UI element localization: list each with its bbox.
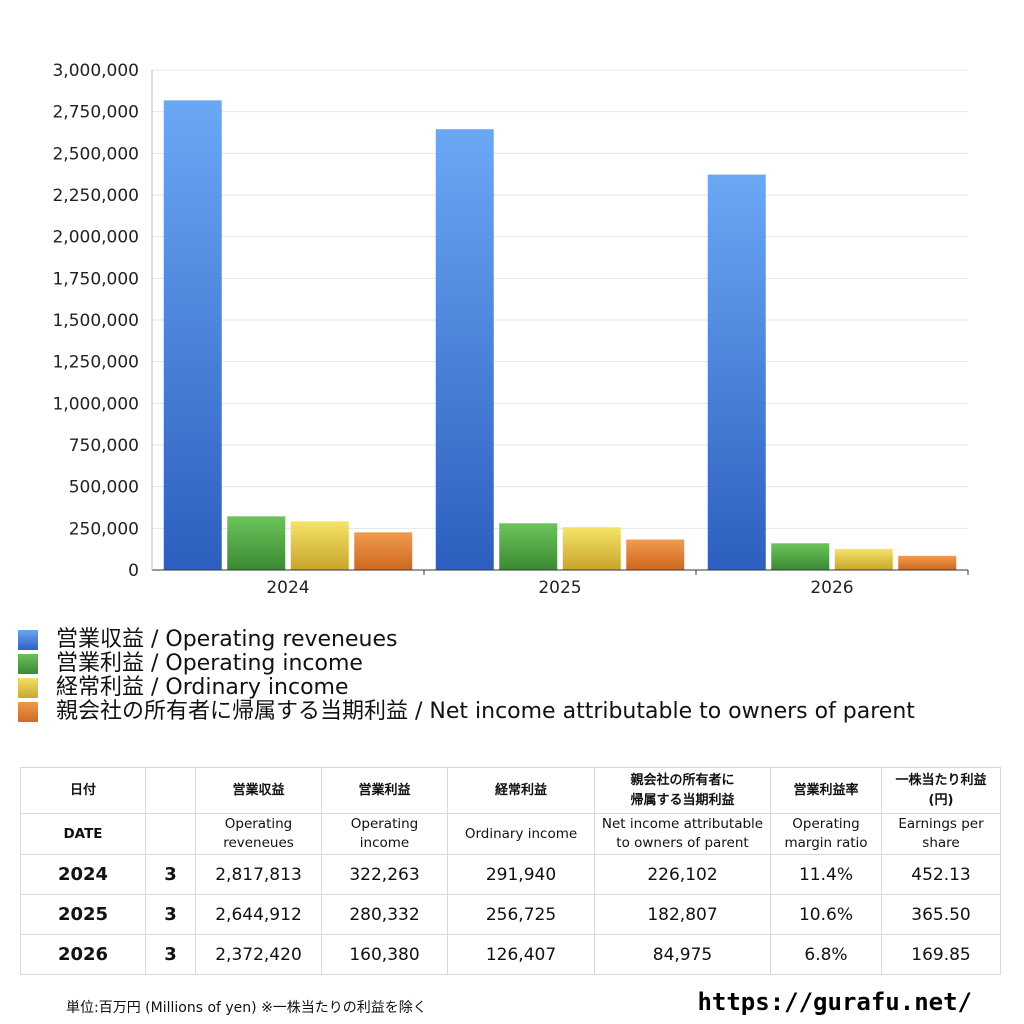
- bar: [163, 100, 222, 570]
- table-cell: 3: [145, 894, 196, 935]
- table-header-cell: 一株当たり利益 (円): [881, 767, 1001, 814]
- table-cell: 2026: [20, 934, 146, 975]
- site-url[interactable]: https://gurafu.net/: [697, 988, 972, 1016]
- bar: [626, 539, 685, 570]
- table-subheader-cell: Operating margin ratio: [770, 813, 882, 855]
- financial-table: 日付 営業収益 営業利益 経常利益 親会社の所有者に 帰属する当期利益 営業利益…: [20, 767, 1001, 975]
- x-tick-label: 2025: [538, 578, 581, 598]
- table-subheader-cell: Operating income: [321, 813, 448, 855]
- bar: [834, 548, 893, 570]
- table-subheader-cell: Operating reveneues: [195, 813, 322, 855]
- y-tick-label: 1,000,000: [52, 394, 139, 414]
- y-tick-label: 1,250,000: [52, 353, 139, 373]
- table-cell: 2024: [20, 854, 146, 895]
- table-cell: 3: [145, 854, 196, 895]
- table-cell: 256,725: [447, 894, 595, 935]
- y-tick-label: 750,000: [69, 436, 139, 456]
- y-tick-label: 0: [128, 561, 139, 581]
- x-tick-label: 2026: [810, 578, 853, 598]
- table-cell: 6.8%: [770, 934, 882, 975]
- table-cell: 10.6%: [770, 894, 882, 935]
- y-tick-label: 2,000,000: [52, 228, 139, 248]
- table-row: 2024 3 2,817,813 322,263 291,940 226,102…: [20, 854, 1001, 895]
- legend-label: 経常利益 / Ordinary income: [56, 675, 349, 700]
- legend-swatch: [18, 702, 38, 722]
- y-tick-label: 1,500,000: [52, 311, 139, 331]
- legend: 営業収益 / Operating reveneues 営業利益 / Operat…: [18, 628, 915, 724]
- legend-swatch: [18, 654, 38, 674]
- bar: [435, 129, 494, 570]
- table-header-cell: 日付: [20, 767, 146, 814]
- table-cell: 2025: [20, 894, 146, 935]
- table-header-cell: 営業利益率: [770, 767, 882, 814]
- y-tick-label: 2,750,000: [52, 103, 139, 123]
- table-cell: 2,817,813: [195, 854, 322, 895]
- y-tick-label: 500,000: [69, 478, 139, 498]
- legend-swatch: [18, 630, 38, 650]
- table-cell: 160,380: [321, 934, 448, 975]
- table-cell: 3: [145, 934, 196, 975]
- legend-label: 営業利益 / Operating income: [56, 651, 363, 676]
- table-header-cell: [145, 767, 196, 814]
- legend-item: 経常利益 / Ordinary income: [18, 676, 915, 700]
- table-cell: 169.85: [881, 934, 1001, 975]
- legend-item: 営業利益 / Operating income: [18, 652, 915, 676]
- table-cell: 291,940: [447, 854, 595, 895]
- legend-item: 親会社の所有者に帰属する当期利益 / Net income attributab…: [18, 700, 915, 724]
- table-cell: 11.4%: [770, 854, 882, 895]
- table-subheader-cell: Net income attributable to owners of par…: [594, 813, 771, 855]
- bar: [707, 174, 766, 570]
- table-cell: 126,407: [447, 934, 595, 975]
- table-header-row: 日付 営業収益 営業利益 経常利益 親会社の所有者に 帰属する当期利益 営業利益…: [20, 767, 1001, 814]
- y-tick-label: 2,250,000: [52, 186, 139, 206]
- table-row: 2026 3 2,372,420 160,380 126,407 84,975 …: [20, 934, 1001, 975]
- table-subheader-cell: DATE: [20, 813, 146, 855]
- legend-item: 営業収益 / Operating reveneues: [18, 628, 915, 652]
- bar: [771, 543, 830, 570]
- y-tick-label: 1,750,000: [52, 269, 139, 289]
- table-cell: 452.13: [881, 854, 1001, 895]
- table-cell: 322,263: [321, 854, 448, 895]
- table-header-cell: 経常利益: [447, 767, 595, 814]
- bar: [898, 555, 957, 570]
- table-header-cell: 営業収益: [195, 767, 322, 814]
- bar: [562, 527, 621, 570]
- table-cell: 280,332: [321, 894, 448, 935]
- bar-chart: 0 250,000 500,000 750,000 1,000,000 1,250,000…: [52, 61, 969, 598]
- table-subheader-row: DATE Operating reveneues Operating incom…: [20, 813, 1001, 855]
- legend-label: 営業収益 / Operating reveneues: [56, 627, 398, 652]
- x-tick-label: 2024: [266, 578, 309, 598]
- table-cell: 182,807: [594, 894, 771, 935]
- table-subheader-cell: [145, 813, 196, 855]
- footnote: 単位:百万円 (Millions of yen) ※一株当たりの利益を除く: [66, 1000, 427, 1016]
- y-tick-label: 250,000: [69, 519, 139, 539]
- table-row: 2025 3 2,644,912 280,332 256,725 182,807…: [20, 894, 1001, 935]
- table-cell: 226,102: [594, 854, 771, 895]
- bar: [354, 532, 413, 570]
- legend-swatch: [18, 678, 38, 698]
- table-subheader-cell: Earnings per share: [881, 813, 1001, 855]
- y-tick-label: 2,500,000: [52, 144, 139, 164]
- bar: [499, 523, 558, 570]
- table-subheader-cell: Ordinary income: [447, 813, 595, 855]
- table-cell: 2,372,420: [195, 934, 322, 975]
- table-cell: 2,644,912: [195, 894, 322, 935]
- bar: [290, 521, 349, 570]
- legend-label: 親会社の所有者に帰属する当期利益 / Net income attributab…: [56, 699, 915, 724]
- table-cell: 365.50: [881, 894, 1001, 935]
- table-header-cell: 営業利益: [321, 767, 448, 814]
- bar: [227, 516, 286, 570]
- table-cell: 84,975: [594, 934, 771, 975]
- y-tick-label: 3,000,000: [52, 61, 139, 81]
- table-header-cell: 親会社の所有者に 帰属する当期利益: [594, 767, 771, 814]
